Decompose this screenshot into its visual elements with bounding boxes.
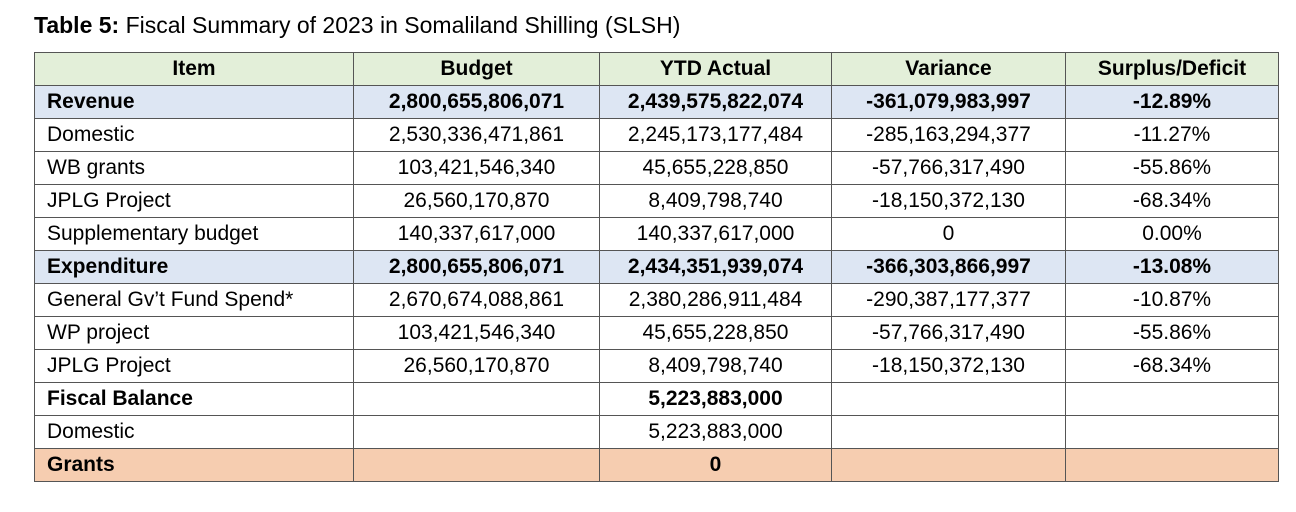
budget-cell bbox=[353, 448, 600, 482]
budget-cell: 2,800,655,806,071 bbox=[353, 250, 600, 284]
ytd-actual-cell: 2,245,173,177,484 bbox=[599, 118, 832, 152]
fiscal-summary-table: Item Budget YTD Actual Variance Surplus/… bbox=[34, 52, 1279, 482]
item-cell: JPLG Project bbox=[34, 349, 354, 383]
variance-cell: 0 bbox=[831, 217, 1066, 251]
item-cell: WP project bbox=[34, 316, 354, 350]
table-body: Revenue 2,800,655,806,071 2,439,575,822,07… bbox=[34, 85, 1279, 482]
column-header-ytd-actual: YTD Actual bbox=[599, 52, 832, 86]
item-cell: Supplementary budget bbox=[34, 217, 354, 251]
surplus-deficit-cell: -10.87% bbox=[1065, 283, 1279, 317]
table-row: JPLG Project 26,560,170,870 8,409,798,740-… bbox=[34, 349, 1279, 383]
ytd-actual-cell: 0 bbox=[599, 448, 832, 482]
budget-cell: 103,421,546,340 bbox=[353, 316, 600, 350]
budget-cell: 2,800,655,806,071 bbox=[353, 85, 600, 119]
table-row: WB grants 103,421,546,340 45,655,228,850 -5… bbox=[34, 151, 1279, 185]
table-row: WP project 103,421,546,340 45,655,228,850-… bbox=[34, 316, 1279, 350]
table-caption: Table 5: Fiscal Summary of 2023 in Somal… bbox=[34, 10, 680, 40]
budget-cell: 2,530,336,471,861 bbox=[353, 118, 600, 152]
ytd-actual-cell: 2,439,575,822,074 bbox=[599, 85, 832, 119]
column-header-item: Item bbox=[34, 52, 354, 86]
variance-cell: -57,766,317,490 bbox=[831, 316, 1066, 350]
surplus-deficit-cell: -68.34% bbox=[1065, 349, 1279, 383]
ytd-actual-cell: 2,380,286,911,484 bbox=[599, 283, 832, 317]
table-row: General Gv’t Fund Spend* 2,670,674,088,86… bbox=[34, 283, 1279, 317]
table-row: Revenue 2,800,655,806,071 2,439,575,822,07… bbox=[34, 85, 1279, 119]
ytd-actual-cell: 2,434,351,939,074 bbox=[599, 250, 832, 284]
variance-cell: -290,387,177,377 bbox=[831, 283, 1066, 317]
surplus-deficit-cell: -55.86% bbox=[1065, 316, 1279, 350]
table-row: JPLG Project 26,560,170,870 8,409,798,740-… bbox=[34, 184, 1279, 218]
variance-cell: -366,303,866,997 bbox=[831, 250, 1066, 284]
variance-cell: -361,079,983,997 bbox=[831, 85, 1066, 119]
surplus-deficit-cell bbox=[1065, 448, 1279, 482]
item-cell: General Gv’t Fund Spend* bbox=[34, 283, 354, 317]
surplus-deficit-cell bbox=[1065, 382, 1279, 416]
item-cell: WB grants bbox=[34, 151, 354, 185]
table-row: Supplementary budget 140,337,617,000 140,3… bbox=[34, 217, 1279, 251]
surplus-deficit-cell bbox=[1065, 415, 1279, 449]
item-cell: Domestic bbox=[34, 118, 354, 152]
ytd-actual-cell: 8,409,798,740 bbox=[599, 184, 832, 218]
budget-cell bbox=[353, 415, 600, 449]
ytd-actual-cell: 5,223,883,000 bbox=[599, 382, 832, 416]
budget-cell: 2,670,674,088,861 bbox=[353, 283, 600, 317]
table-row: Grants 0 bbox=[34, 448, 1279, 482]
budget-cell: 26,560,170,870 bbox=[353, 184, 600, 218]
budget-cell bbox=[353, 382, 600, 416]
variance-cell: -18,150,372,130 bbox=[831, 349, 1066, 383]
surplus-deficit-cell: -68.34% bbox=[1065, 184, 1279, 218]
surplus-deficit-cell: -13.08% bbox=[1065, 250, 1279, 284]
variance-cell bbox=[831, 415, 1066, 449]
caption-label: Table 5: bbox=[34, 12, 120, 38]
item-cell: Expenditure bbox=[34, 250, 354, 284]
surplus-deficit-cell: -12.89% bbox=[1065, 85, 1279, 119]
variance-cell: -57,766,317,490 bbox=[831, 151, 1066, 185]
budget-cell: 140,337,617,000 bbox=[353, 217, 600, 251]
item-cell: Fiscal Balance bbox=[34, 382, 354, 416]
table-row: Fiscal Balance 5,223,883,000 bbox=[34, 382, 1279, 416]
surplus-deficit-cell: -11.27% bbox=[1065, 118, 1279, 152]
column-header-variance: Variance bbox=[831, 52, 1066, 86]
item-cell: Revenue bbox=[34, 85, 354, 119]
variance-cell: -285,163,294,377 bbox=[831, 118, 1066, 152]
table-row: Domestic 2,530,336,471,861 2,245,173,177,4… bbox=[34, 118, 1279, 152]
variance-cell: -18,150,372,130 bbox=[831, 184, 1066, 218]
variance-cell bbox=[831, 382, 1066, 416]
item-cell: Grants bbox=[34, 448, 354, 482]
item-cell: JPLG Project bbox=[34, 184, 354, 218]
surplus-deficit-cell: 0.00% bbox=[1065, 217, 1279, 251]
ytd-actual-cell: 140,337,617,000 bbox=[599, 217, 832, 251]
caption-title: Fiscal Summary of 2023 in Somaliland Shi… bbox=[125, 12, 681, 38]
ytd-actual-cell: 8,409,798,740 bbox=[599, 349, 832, 383]
header-row: Item Budget YTD Actual Variance Surplus/… bbox=[34, 52, 1279, 86]
table-row: Expenditure 2,800,655,806,071 2,434,351,93… bbox=[34, 250, 1279, 284]
budget-cell: 103,421,546,340 bbox=[353, 151, 600, 185]
ytd-actual-cell: 45,655,228,850 bbox=[599, 316, 832, 350]
variance-cell bbox=[831, 448, 1066, 482]
budget-cell: 26,560,170,870 bbox=[353, 349, 600, 383]
table-row: Domestic 5,223,883,000 bbox=[34, 415, 1279, 449]
column-header-surplus-deficit: Surplus/Deficit bbox=[1065, 52, 1279, 86]
item-cell: Domestic bbox=[34, 415, 354, 449]
ytd-actual-cell: 5,223,883,000 bbox=[599, 415, 832, 449]
surplus-deficit-cell: -55.86% bbox=[1065, 151, 1279, 185]
column-header-budget: Budget bbox=[353, 52, 600, 86]
ytd-actual-cell: 45,655,228,850 bbox=[599, 151, 832, 185]
